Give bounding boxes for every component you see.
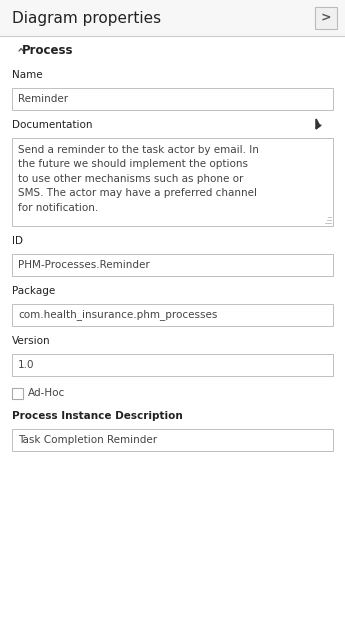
Text: Process: Process bbox=[22, 43, 73, 57]
Bar bbox=[12, 88, 333, 110]
Text: Send a reminder to the task actor by email. In
the future we should implement th: Send a reminder to the task actor by ema… bbox=[18, 145, 259, 212]
Bar bbox=[12, 388, 23, 399]
Text: Name: Name bbox=[12, 70, 43, 80]
Bar bbox=[315, 7, 337, 29]
Text: Reminder: Reminder bbox=[18, 94, 68, 104]
Text: PHM-Processes.Reminder: PHM-Processes.Reminder bbox=[18, 260, 150, 270]
Text: Version: Version bbox=[12, 336, 51, 346]
Bar bbox=[0, 0, 345, 36]
Bar bbox=[12, 138, 333, 226]
Text: Documentation: Documentation bbox=[12, 120, 92, 130]
Text: ID: ID bbox=[12, 236, 23, 246]
Text: ‹: ‹ bbox=[12, 47, 26, 53]
Text: Package: Package bbox=[12, 286, 55, 296]
Bar bbox=[12, 304, 333, 326]
Text: Diagram properties: Diagram properties bbox=[12, 11, 161, 25]
Polygon shape bbox=[316, 119, 320, 129]
Text: Task Completion Reminder: Task Completion Reminder bbox=[18, 435, 157, 445]
Text: Process Instance Description: Process Instance Description bbox=[12, 411, 183, 421]
Text: Ad-Hoc: Ad-Hoc bbox=[28, 389, 65, 399]
Text: com.health_insurance.phm_processes: com.health_insurance.phm_processes bbox=[18, 309, 217, 321]
Bar bbox=[12, 354, 333, 376]
Text: 1.0: 1.0 bbox=[18, 360, 34, 370]
Bar bbox=[12, 254, 333, 276]
Bar bbox=[12, 429, 333, 451]
Text: >: > bbox=[321, 11, 331, 25]
